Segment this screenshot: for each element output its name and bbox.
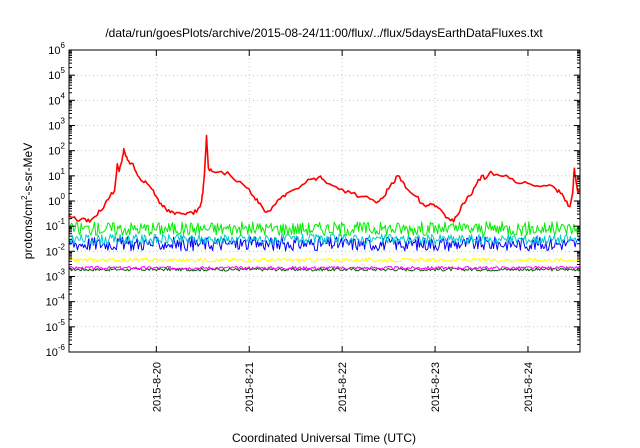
series-line: [68, 257, 581, 263]
y-tick-label-exponent: -1: [58, 217, 66, 226]
y-tick-label-base: 10: [46, 272, 58, 284]
chart-title: /data/run/goesPlots/archive/2015-08-24/1…: [105, 26, 543, 40]
series-layer: [68, 134, 581, 272]
y-tick-label-exponent: -4: [58, 293, 66, 302]
y-tick-label: 105: [48, 66, 65, 82]
x-tick-label: 2015-8-22: [337, 362, 349, 412]
y-tick-label: 10-1: [46, 217, 66, 233]
x-tick-label: 2015-8-20: [151, 362, 163, 412]
y-axis-label: protons/cm2-s-sr-MeV: [20, 143, 35, 259]
y-axis: 10-610-510-410-310-210-11001011021031041…: [46, 41, 580, 359]
series-line: [68, 221, 581, 237]
y-tick-label: 103: [48, 117, 65, 133]
y-tick-label: 106: [48, 41, 65, 57]
y-tick-label-base: 10: [46, 297, 58, 309]
y-tick-label-exponent: -6: [58, 343, 66, 352]
y-tick-label-base: 10: [48, 196, 60, 208]
y-tick-label-base: 10: [48, 171, 60, 183]
y-tick-label-base: 10: [48, 95, 60, 107]
y-tick-label-exponent: 4: [61, 91, 66, 100]
series-line: [68, 267, 581, 272]
y-tick-label-base: 10: [48, 146, 60, 158]
y-tick-label: 102: [48, 142, 65, 158]
y-tick-label-base: 10: [46, 221, 58, 233]
y-tick-label-base: 10: [46, 322, 58, 334]
y-tick-label: 104: [48, 91, 65, 107]
y-tick-label: 10-2: [46, 242, 66, 258]
y-axis-label-superscript: 2: [20, 195, 29, 200]
y-tick-label-base: 10: [46, 347, 58, 359]
x-axis-label: Coordinated Universal Time (UTC): [232, 431, 416, 445]
y-tick-label-base: 10: [48, 121, 60, 133]
y-tick-label-exponent: -5: [58, 318, 66, 327]
y-tick-label-exponent: 2: [61, 142, 66, 151]
series-line: [68, 134, 581, 223]
y-tick-label: 100: [48, 192, 65, 208]
y-axis-label-unit: -s-sr-MeV: [21, 143, 35, 196]
y-tick-label: 10-5: [46, 318, 66, 334]
y-tick-label-base: 10: [48, 70, 60, 82]
y-tick-label-exponent: -3: [58, 268, 66, 277]
x-axis: 2015-8-20 2015-8-21 2015-8-22 2015-8-23 2015…: [151, 50, 535, 412]
y-tick-label-exponent: 3: [61, 117, 66, 126]
y-tick-label-exponent: 1: [61, 167, 66, 176]
y-tick-label-exponent: 5: [61, 66, 66, 75]
y-tick-label: 10-6: [46, 343, 66, 359]
series-line: [68, 233, 581, 245]
y-tick-label-exponent: 0: [61, 192, 66, 201]
y-axis-label-main: protons/cm: [21, 200, 35, 259]
y-tick-label: 10-3: [46, 268, 66, 284]
y-tick-label-exponent: -2: [58, 242, 66, 251]
y-tick-label-base: 10: [46, 246, 58, 258]
x-tick-label: 2015-8-24: [523, 362, 535, 412]
x-tick-label: 2015-8-21: [244, 362, 256, 412]
y-tick-label: 10-4: [46, 293, 66, 309]
y-tick-label: 101: [48, 167, 65, 183]
series-line: [68, 265, 581, 270]
y-tick-label-base: 10: [48, 45, 60, 57]
x-tick-label: 2015-8-23: [430, 362, 442, 412]
y-tick-label-exponent: 6: [61, 41, 66, 50]
